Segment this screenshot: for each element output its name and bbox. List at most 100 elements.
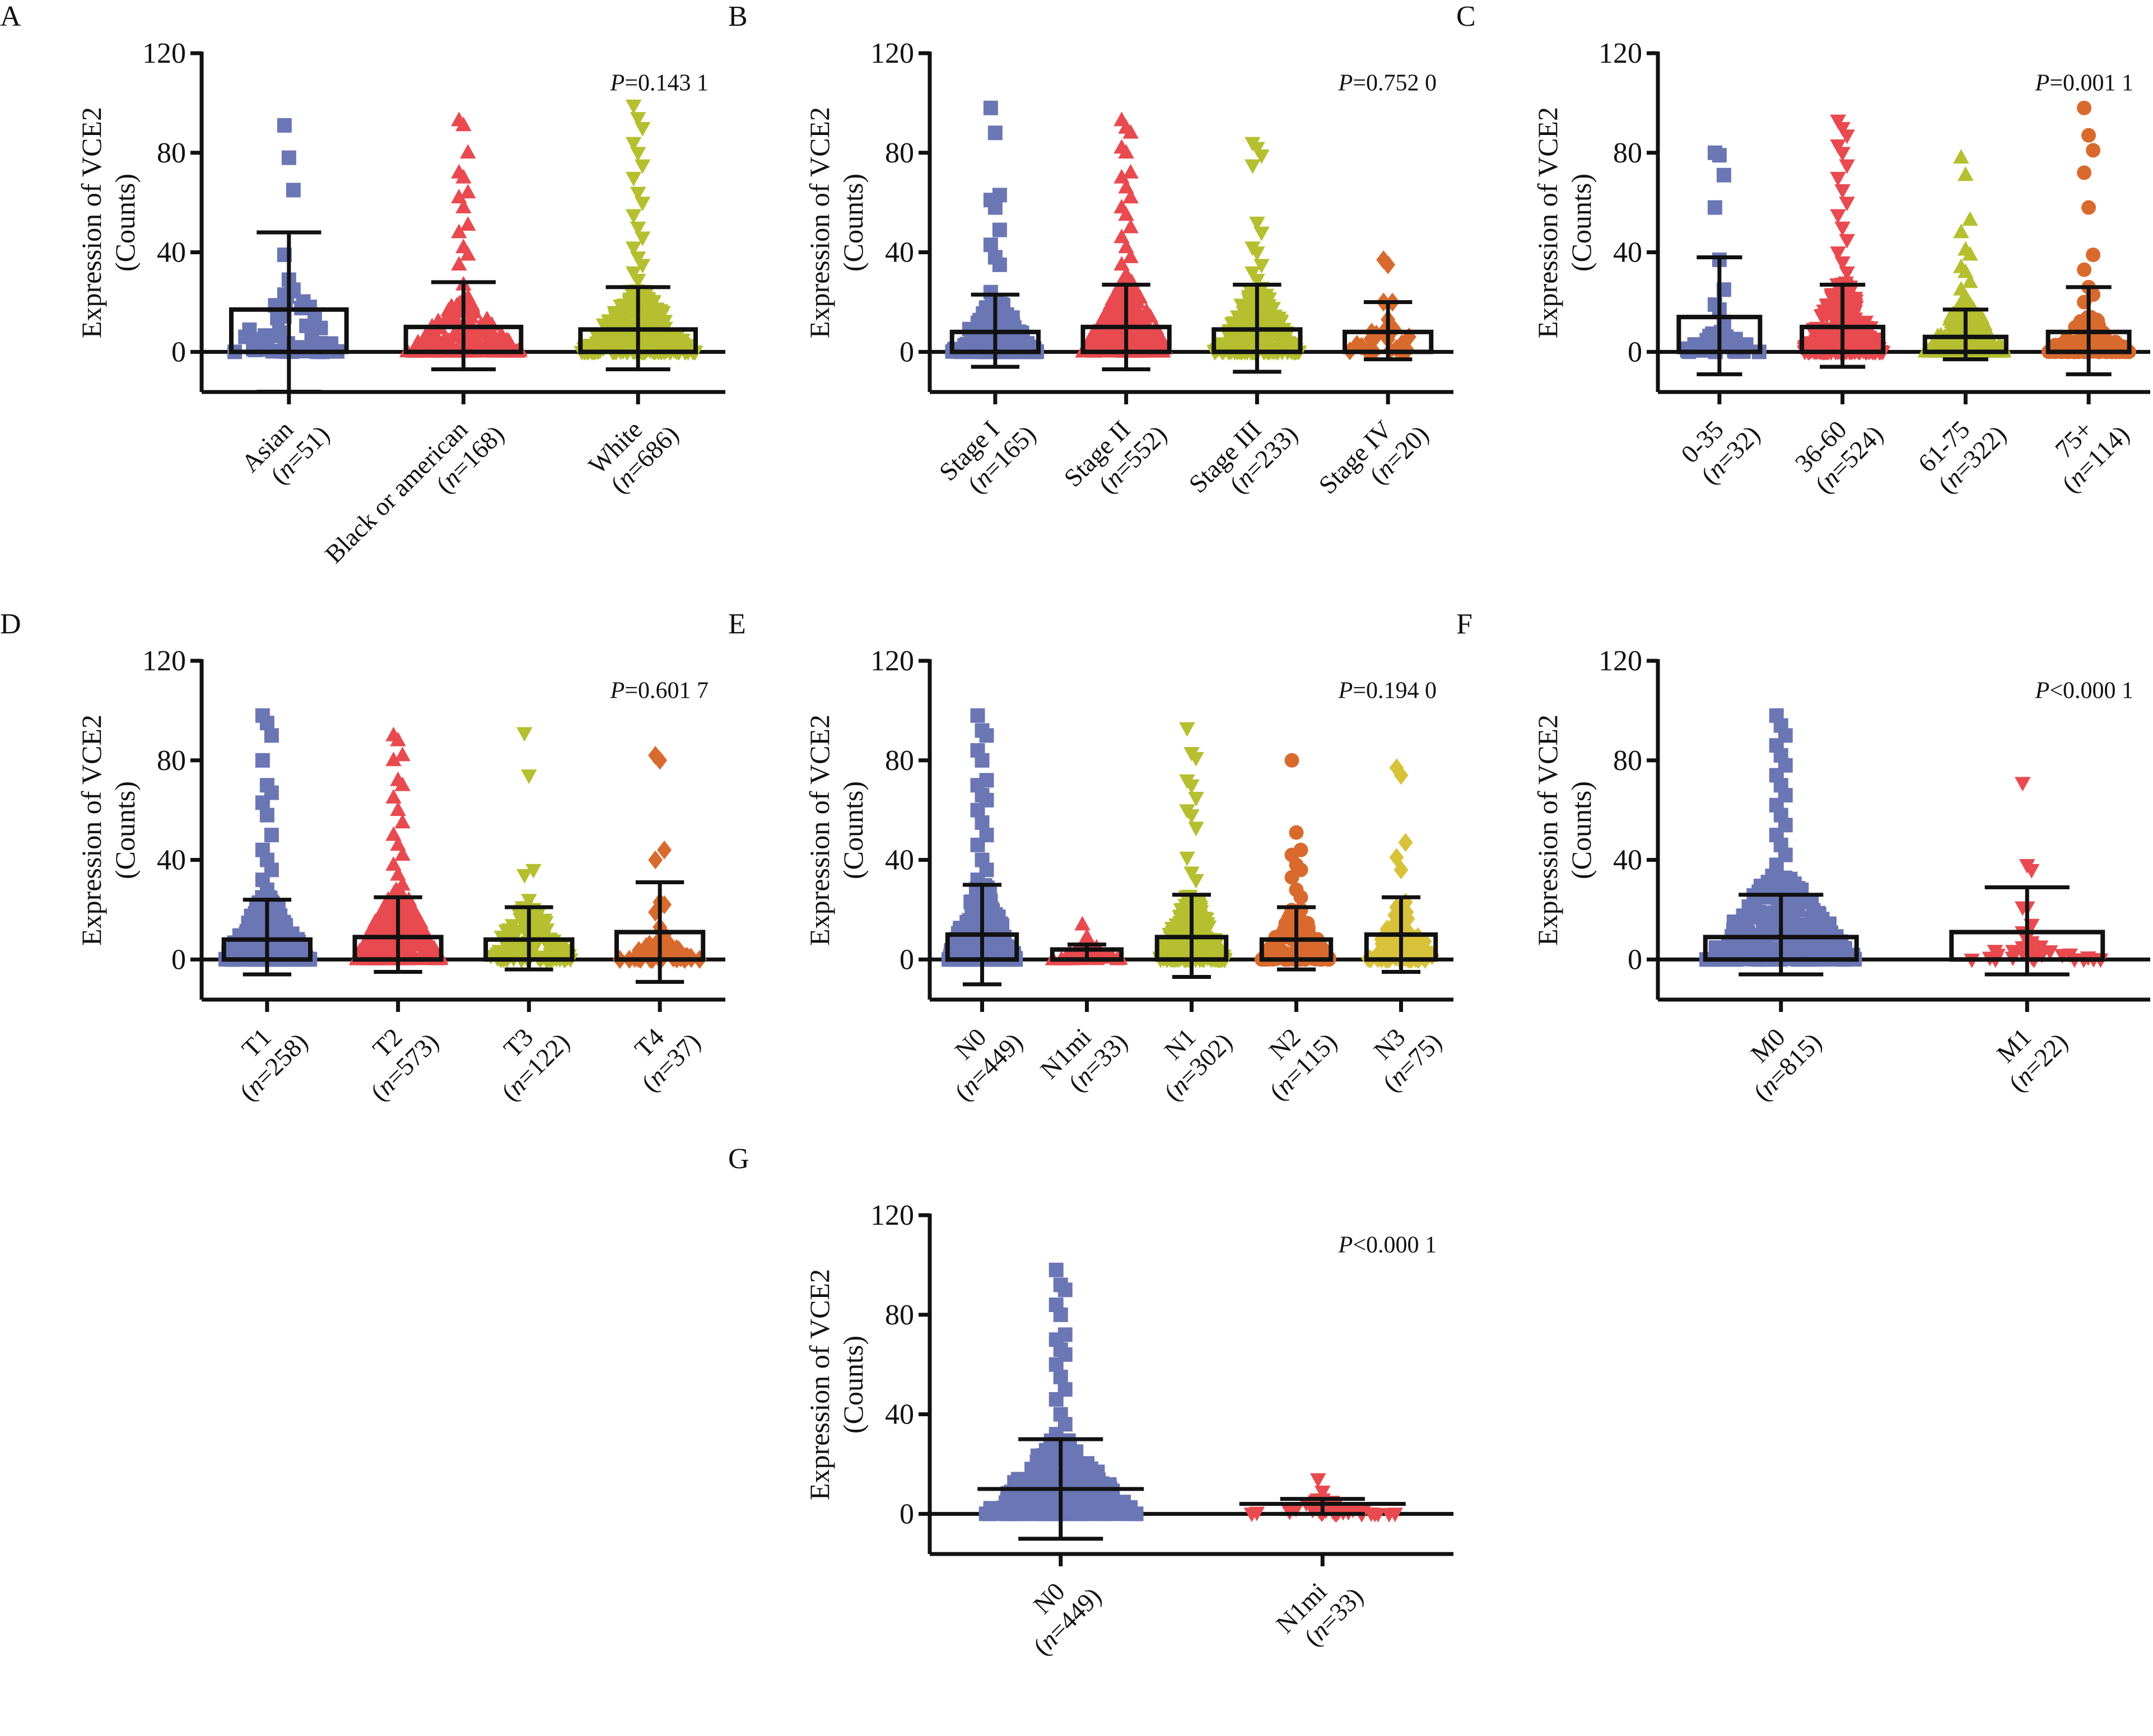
y-axis-label: Expression of VCE2(Counts) <box>1532 715 1597 946</box>
y-axis-label-line: (Counts) <box>109 174 141 272</box>
data-point-triangle-down <box>1830 114 1846 129</box>
panel-e: E 0 40 80 120 Expression of VCE2(Counts) P=0.… <box>728 608 1453 1201</box>
group-1: 36-60(n=524) <box>1789 114 1891 499</box>
p-value: P=0.143 1 <box>610 71 709 96</box>
data-point-triangle-up <box>418 939 435 954</box>
data-point-diamond <box>1401 936 1416 955</box>
data-point-square <box>1057 1282 1073 1298</box>
data-point-triangle-up <box>1091 335 1108 351</box>
data-point-square <box>255 795 270 810</box>
p-symbol: P <box>2035 71 2050 96</box>
group-2: T3(n=122) <box>476 727 579 1107</box>
data-point-triangle-up <box>1962 246 1978 261</box>
category-label: T2(n=573) <box>344 1007 444 1107</box>
data-point-square <box>264 828 279 843</box>
data-point-square <box>979 728 994 743</box>
group-1: N1mi(n=33) <box>1034 916 1133 1097</box>
data-point-square <box>970 802 985 818</box>
category-label: N3(n=75) <box>1357 1007 1447 1098</box>
data-point-triangle-up <box>394 876 411 891</box>
data-point-triangle-down <box>656 328 673 343</box>
data-point-triangle-down <box>1820 298 1836 313</box>
data-point-square <box>1811 911 1826 926</box>
data-point-square <box>975 753 990 768</box>
data-point-triangle-down <box>1813 309 1830 324</box>
data-point-square <box>996 322 1011 337</box>
chart-b: 0 40 80 120 Expression of VCE2(Counts) P=0.75… <box>804 38 1453 500</box>
group-0: N0(n=449) <box>942 708 1028 1107</box>
data-point-triangle-up <box>1152 335 1168 350</box>
data-point-triangle-down <box>525 864 542 879</box>
group-2: Stage III(n=233) <box>1183 137 1307 499</box>
data-point-triangle-down <box>668 329 684 344</box>
data-points <box>1964 777 2109 968</box>
y-tick-label: 80 <box>885 1299 914 1331</box>
y-tick-label: 0 <box>1628 336 1642 368</box>
data-point-triangle-down <box>1183 779 1200 794</box>
data-point-square <box>1003 1506 1018 1522</box>
data-point-triangle-up <box>388 918 404 933</box>
category-label: White(n=686) <box>583 399 684 501</box>
panel-b: B 0 40 80 120 Expression of VCE2(Counts) P=0.… <box>728 0 1453 594</box>
p-symbol: P <box>2035 678 2050 704</box>
data-points <box>945 100 1045 360</box>
data-point-triangle-down <box>634 259 651 274</box>
y-tick-label: 40 <box>885 237 914 269</box>
data-point-square <box>259 882 274 897</box>
data-point-circle <box>1289 825 1304 840</box>
data-point-circle <box>1284 753 1299 768</box>
data-point-triangle-up <box>1118 265 1134 281</box>
data-point-triangle-down <box>1249 216 1265 231</box>
data-point-triangle-down <box>1245 159 1261 174</box>
y-tick-label: 80 <box>1613 137 1642 169</box>
p-value: P<0.000 1 <box>1338 1233 1437 1258</box>
chart-e: 0 40 80 120 Expression of VCE2(Counts) P=0.19… <box>804 645 1453 1107</box>
data-point-square <box>1048 1262 1064 1277</box>
data-point-triangle-up <box>427 328 443 343</box>
y-tick-label: 40 <box>157 844 186 876</box>
data-point-triangle-down <box>630 221 646 236</box>
category-label: 36-60(n=524) <box>1789 399 1889 499</box>
data-point-triangle-down <box>1245 266 1261 281</box>
data-point-circle <box>1280 918 1295 934</box>
p-value: P=0.194 0 <box>1338 678 1437 704</box>
p-symbol: P <box>1338 678 1353 704</box>
data-point-triangle-down <box>1839 129 1855 144</box>
data-point-triangle-down <box>1839 234 1855 249</box>
group-0: Stage I(n=165) <box>934 100 1045 499</box>
data-point-square <box>963 916 978 931</box>
p-value: P=0.752 0 <box>1338 71 1437 96</box>
data-point-triangle-up <box>1122 189 1139 204</box>
data-point-triangle-down <box>2023 864 2040 879</box>
data-point-triangle-down <box>557 944 574 959</box>
data-point-triangle-down <box>1834 122 1851 137</box>
data-point-triangle-up <box>1958 288 1974 303</box>
data-point-triangle-down <box>623 297 640 312</box>
p-value: P<0.000 1 <box>2035 678 2133 704</box>
category-label: T4(n=37) <box>616 1007 706 1098</box>
data-point-square <box>286 183 301 198</box>
panel-letter: G <box>728 1143 749 1175</box>
data-point-square <box>1038 1504 1053 1519</box>
data-point-circle <box>2081 128 2096 143</box>
data-point-triangle-down <box>625 241 642 256</box>
data-point-triangle-down <box>1249 274 1265 289</box>
data-point-square <box>259 716 274 731</box>
data-point-triangle-up <box>460 144 476 159</box>
data-point-triangle-down <box>509 925 525 940</box>
data-point-triangle-down <box>2054 949 2071 964</box>
y-axis-label-line: (Counts) <box>837 174 869 272</box>
data-point-triangle-up <box>390 801 406 816</box>
data-point-square <box>1117 1506 1132 1522</box>
category-label: T3(n=122) <box>476 1007 575 1107</box>
y-axis-label-line: Expression of VCE2 <box>804 1269 835 1500</box>
data-point-triangle-down <box>621 306 638 321</box>
category-label: T1(n=258) <box>213 1007 313 1107</box>
y-axis-label: Expression of VCE2(Counts) <box>1532 107 1597 338</box>
data-point-triangle-up <box>394 814 411 829</box>
data-point-triangle-down <box>1249 246 1265 262</box>
y-tick-label: 0 <box>171 944 186 976</box>
data-point-triangle-down <box>1173 909 1189 925</box>
data-point-triangle-down <box>1830 139 1846 155</box>
data-point-square <box>1085 1492 1101 1508</box>
